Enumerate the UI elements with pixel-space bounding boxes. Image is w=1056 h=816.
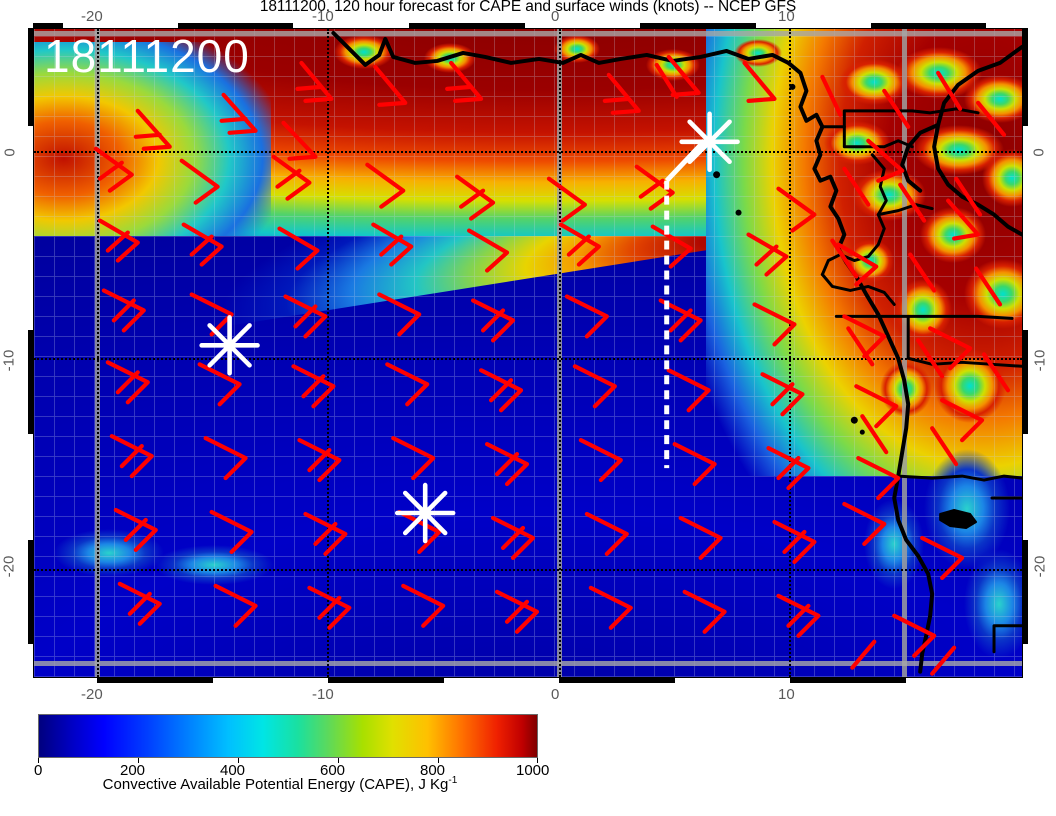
colorbar-axis-title: Convective Available Potential Energy (C… <box>0 775 560 793</box>
axis-label-top-x: 0 <box>551 8 560 25</box>
cape-cell <box>964 75 1022 123</box>
axis-tick-band-right <box>1023 330 1028 434</box>
wind-barbs-overlay <box>93 54 1011 676</box>
axis-label-bottom-x: -10 <box>312 686 334 703</box>
axis-label-bottom-x: -20 <box>81 686 103 703</box>
axis-label-bottom-x: 0 <box>551 686 560 703</box>
colorbar-title-text: Convective Available Potential Energy (C… <box>102 776 449 793</box>
graticule-lon-20w <box>97 29 99 677</box>
axis-label-left-y: -10 <box>0 349 18 372</box>
station-overlay <box>199 111 740 544</box>
axis-label-top-x: -10 <box>312 8 334 25</box>
colorbar-tick <box>238 758 239 763</box>
cape-cell <box>734 39 782 67</box>
colorbar-tick-label: 800 <box>420 762 446 779</box>
page-title: 18111200, 120 hour forecast for CAPE and… <box>259 0 797 15</box>
graticule-lat-0 <box>34 151 1022 153</box>
colorbar-title-exponent: -1 <box>448 775 458 786</box>
colorbar-tick <box>537 758 538 763</box>
axis-tick-band-top <box>33 23 63 28</box>
station-marker <box>679 111 740 173</box>
colorbar[interactable]: 0 200 400 600 800 1000 <box>34 714 549 779</box>
axis-tick-band-right <box>1023 28 1028 126</box>
cape-field-west-lobe <box>34 41 272 237</box>
axis-label-left-y: 0 <box>1 148 19 157</box>
cape-cell <box>824 121 890 165</box>
axis-tick-band-top <box>178 23 293 28</box>
reference-line-lon-11e <box>902 29 907 677</box>
axis-tick-band-top <box>640 23 756 28</box>
colorbar-tick <box>138 758 139 763</box>
graticule-lat-10s <box>34 358 1022 360</box>
axis-label-right-y: 0 <box>1030 148 1048 157</box>
colorbar-tick-label: 1000 <box>516 762 550 779</box>
colorbar-tick-label: 400 <box>220 762 246 779</box>
graticule-lon-10w <box>327 29 329 677</box>
colorbar-gradient <box>38 714 538 758</box>
reference-line-top <box>34 31 1022 36</box>
axis-tick-band-left <box>28 330 33 434</box>
axis-tick-band-bottom <box>559 678 675 683</box>
axis-label-right-y: -20 <box>1031 555 1049 578</box>
station-marker <box>199 315 260 376</box>
colorbar-tick <box>438 758 439 763</box>
axis-tick-band-top <box>871 23 986 28</box>
axis-tick-band-bottom <box>328 678 444 683</box>
cape-cell <box>934 349 1006 423</box>
axis-tick-band-left <box>28 540 33 644</box>
cape-weak-cell <box>864 499 924 589</box>
axis-label-bottom-x: 10 <box>778 686 795 703</box>
axis-label-right-y: -10 <box>1031 349 1049 372</box>
map-plot-area[interactable]: 18111200 <box>33 28 1023 678</box>
map-canvas: 18111200 <box>34 29 1022 677</box>
graticule-lon-0 <box>559 29 561 677</box>
axis-tick-band-left <box>28 28 33 126</box>
graticule-lat-20s <box>34 569 1022 571</box>
axis-tick-band-top <box>409 23 525 28</box>
station-marker <box>394 482 456 544</box>
axis-label-top-x: -20 <box>81 8 103 25</box>
axis-tick-band-bottom <box>97 678 213 683</box>
colorbar-tick-label: 200 <box>120 762 146 779</box>
axis-label-top-x: 10 <box>778 8 795 25</box>
coastline-overlay <box>331 30 1022 674</box>
axis-label-left-y: -20 <box>0 555 18 578</box>
graticule-lon-10e <box>789 29 791 677</box>
cape-cell <box>982 149 1022 207</box>
forecast-timestamp-overlay: 18111200 <box>44 30 250 82</box>
colorbar-tick <box>338 758 339 763</box>
reference-line-bottom <box>34 661 1022 666</box>
colorbar-tick <box>38 758 39 763</box>
colorbar-tick-label: 600 <box>320 762 346 779</box>
axis-tick-band-right <box>1023 540 1028 644</box>
transect-line <box>664 139 707 469</box>
cape-weak-cell <box>154 545 274 585</box>
axis-tick-band-bottom <box>790 678 906 683</box>
colorbar-tick-label: 0 <box>34 762 43 779</box>
